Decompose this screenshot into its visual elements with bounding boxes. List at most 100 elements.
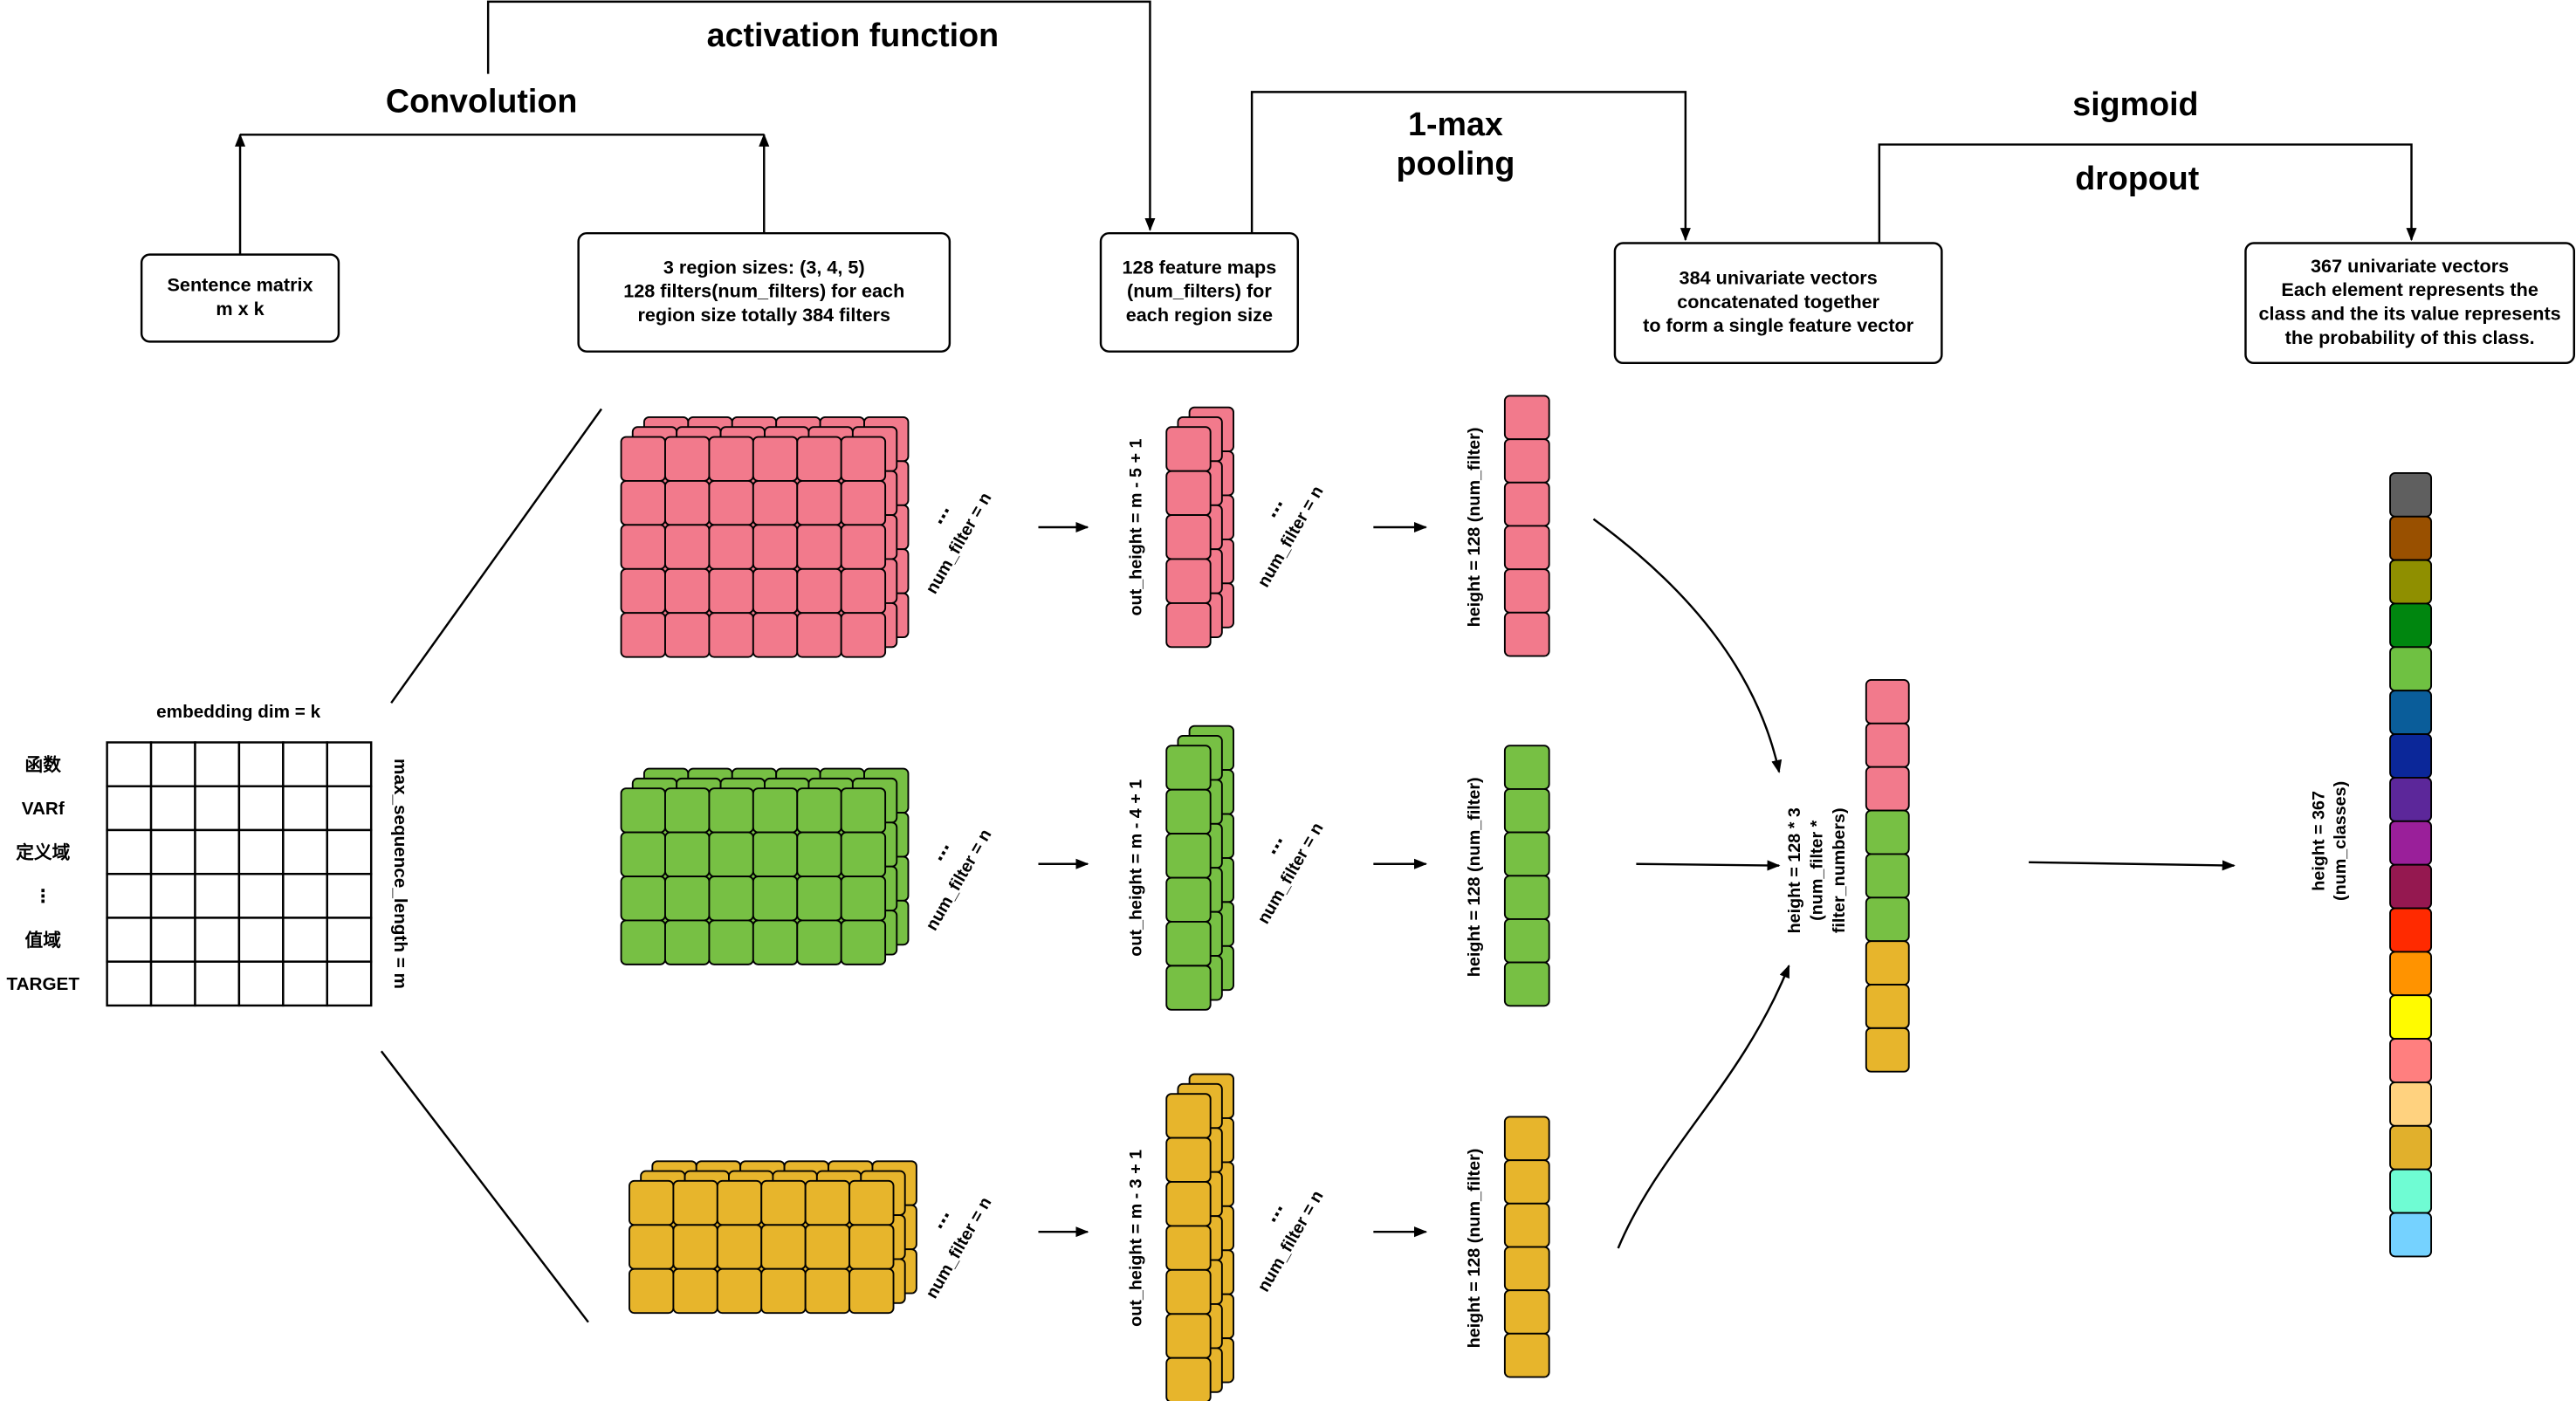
concat-label: filter_numbers) xyxy=(1830,807,1849,933)
cell xyxy=(2389,1212,2433,1258)
cell xyxy=(620,436,666,482)
cell xyxy=(796,831,842,877)
matrix-cell xyxy=(237,872,285,919)
cell xyxy=(672,1224,718,1270)
matrix-cell xyxy=(194,785,241,832)
cell xyxy=(796,524,842,570)
cell xyxy=(1865,940,1910,986)
cell xyxy=(672,1267,718,1315)
cell xyxy=(840,787,887,834)
out-height: out_height = m - 3 + 1 xyxy=(1127,1150,1146,1327)
cell xyxy=(840,567,887,615)
matrix-cell xyxy=(282,960,328,1007)
cell xyxy=(664,876,711,922)
cell xyxy=(1503,831,1550,877)
heading: dropout xyxy=(2075,160,2200,196)
cell xyxy=(796,567,842,615)
cell xyxy=(629,1179,675,1226)
cell xyxy=(752,567,799,615)
cell xyxy=(1503,1246,1550,1292)
matrix-cell xyxy=(106,917,153,963)
box xyxy=(1613,242,1943,365)
box-text: class and the its value represents xyxy=(2259,303,2561,325)
ellipsis: ... xyxy=(922,1203,954,1233)
box-text: Each element represents the xyxy=(2281,278,2538,300)
box-text: 128 feature maps xyxy=(1123,256,1277,278)
cell xyxy=(752,612,799,658)
row-label: ⋮ xyxy=(34,887,52,907)
cell xyxy=(2389,994,2433,1040)
box xyxy=(577,231,951,353)
cell xyxy=(2389,820,2433,866)
cell xyxy=(1503,787,1550,834)
row-label: VARf xyxy=(22,799,65,819)
cell xyxy=(804,1224,851,1270)
cell xyxy=(708,876,754,922)
cell xyxy=(1165,558,1212,604)
cell xyxy=(1503,1289,1550,1335)
row-label: 定义域 xyxy=(16,841,70,862)
row-label: TARGET xyxy=(6,974,79,994)
box-text: to form a single feature vector xyxy=(1643,314,1914,336)
row-label: 值域 xyxy=(25,930,62,951)
box-text: 384 univariate vectors xyxy=(1680,267,1878,289)
box xyxy=(1099,231,1300,353)
cell xyxy=(1503,438,1550,484)
cell xyxy=(1165,745,1212,791)
cell xyxy=(664,919,711,965)
matrix-cell xyxy=(149,917,196,963)
matrix-cell xyxy=(237,960,285,1007)
matrix-cell xyxy=(149,741,196,787)
out-height: out_height = m - 5 + 1 xyxy=(1127,438,1146,615)
matrix-cell xyxy=(106,828,153,876)
matrix-cell xyxy=(149,960,196,1007)
cell xyxy=(1165,426,1212,472)
matrix-cell xyxy=(194,872,241,919)
cell xyxy=(1165,965,1212,1011)
cell xyxy=(1865,766,1910,812)
cell xyxy=(664,787,711,834)
cell xyxy=(1503,1116,1550,1162)
matrix-cell xyxy=(194,960,241,1007)
cell xyxy=(1165,514,1212,560)
cell xyxy=(1503,1332,1550,1378)
cell xyxy=(752,524,799,570)
cell xyxy=(1503,961,1550,1007)
pool-height: height = 128 (num_filter) xyxy=(1465,777,1484,977)
out-height: out_height = m - 4 + 1 xyxy=(1127,779,1146,957)
cell xyxy=(2389,863,2433,910)
cell xyxy=(1503,395,1550,441)
matrix-cell xyxy=(149,872,196,919)
cell xyxy=(664,479,711,526)
cell xyxy=(620,831,666,877)
cell xyxy=(1165,1181,1212,1227)
cell xyxy=(752,479,799,526)
cell xyxy=(1165,1093,1212,1139)
matrix-cell xyxy=(194,828,241,876)
matrix-cell xyxy=(106,960,153,1007)
cell xyxy=(804,1267,851,1315)
box-text: 3 region sizes: (3, 4, 5) xyxy=(663,256,865,278)
matrix-cell xyxy=(106,741,153,787)
cell xyxy=(1865,984,1910,1029)
matrix-cell xyxy=(149,828,196,876)
matrix-cell xyxy=(282,741,328,787)
cell xyxy=(1865,679,1910,725)
box-text: 367 univariate vectors xyxy=(2311,255,2509,277)
cell xyxy=(2389,951,2433,997)
cell xyxy=(1865,1027,1910,1073)
cell xyxy=(796,919,842,965)
cell xyxy=(664,612,711,658)
cell xyxy=(752,787,799,834)
matrix-cell xyxy=(326,785,373,832)
concat-label: height = 128 * 3 xyxy=(1785,807,1804,933)
matrix-cell xyxy=(194,917,241,963)
matrix-cell xyxy=(326,917,373,963)
box xyxy=(2244,242,2576,365)
cell xyxy=(796,787,842,834)
cell xyxy=(629,1267,675,1315)
cell xyxy=(708,479,754,526)
cell xyxy=(796,479,842,526)
cell xyxy=(752,919,799,965)
